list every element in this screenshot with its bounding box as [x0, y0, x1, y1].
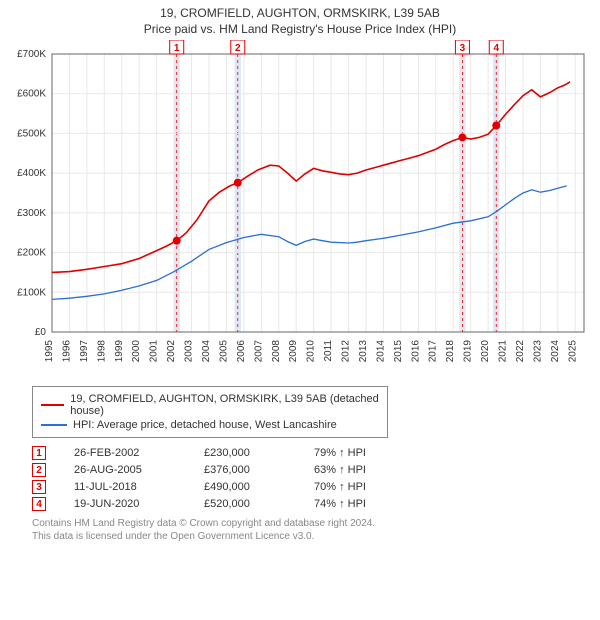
sale-dot	[234, 179, 242, 187]
x-axis-label: 2006	[236, 340, 247, 363]
series-subject	[52, 82, 570, 273]
x-axis-label: 1996	[61, 340, 72, 363]
legend-swatch	[41, 404, 64, 406]
y-axis-label: £700K	[17, 49, 46, 60]
sale-date: 19-JUN-2020	[74, 498, 204, 510]
x-axis-label: 2016	[410, 340, 421, 363]
y-axis-label: £0	[35, 327, 47, 338]
sale-marker-num: 1	[174, 43, 180, 54]
x-axis-label: 2021	[498, 340, 509, 363]
sales-table: 1 26-FEB-2002£230,00079% ↑ HPI 2 26-AUG-200…	[32, 446, 592, 511]
x-axis-label: 1995	[44, 340, 55, 363]
sale-pct: 74% ↑ HPI	[314, 498, 424, 510]
x-axis-label: 2003	[184, 340, 195, 363]
x-axis-label: 1999	[114, 340, 125, 363]
sale-marker-num: 4	[32, 497, 46, 511]
x-axis-label: 2020	[480, 340, 491, 363]
sale-row: 2 26-AUG-2005£376,00063% ↑ HPI	[32, 463, 592, 477]
y-axis-label: £600K	[17, 89, 46, 100]
legend-label: 19, CROMFIELD, AUGHTON, ORMSKIRK, L39 5A…	[70, 393, 379, 417]
sale-price: £230,000	[204, 447, 314, 459]
legend-swatch	[41, 424, 67, 426]
sale-pct: 70% ↑ HPI	[314, 481, 424, 493]
sale-marker-num: 3	[32, 480, 46, 494]
x-axis-label: 2014	[375, 340, 386, 363]
sale-date: 11-JUL-2018	[74, 481, 204, 493]
x-axis-label: 2011	[323, 340, 334, 362]
plot-border	[52, 54, 584, 332]
legend-row: 19, CROMFIELD, AUGHTON, ORMSKIRK, L39 5A…	[41, 393, 379, 417]
sale-date: 26-AUG-2005	[74, 464, 204, 476]
x-axis-label: 2012	[341, 340, 352, 363]
sale-price: £376,000	[204, 464, 314, 476]
footer-line-2: This data is licensed under the Open Gov…	[32, 530, 592, 543]
x-axis-label: 2002	[166, 340, 177, 363]
x-axis-label: 2009	[288, 340, 299, 363]
x-axis-label: 2004	[201, 340, 212, 363]
x-axis-label: 2017	[428, 340, 439, 363]
legend-label: HPI: Average price, detached house, West…	[73, 419, 337, 431]
x-axis-label: 1998	[96, 340, 107, 363]
sale-dot	[173, 237, 181, 245]
sale-marker-num: 4	[493, 43, 499, 54]
sale-dot	[458, 133, 466, 141]
sale-marker-num: 2	[235, 43, 241, 54]
sale-dot	[492, 121, 500, 129]
y-axis-label: £400K	[17, 168, 46, 179]
x-axis-label: 2025	[567, 340, 578, 363]
x-axis-label: 2001	[149, 340, 160, 363]
x-axis-label: 2007	[253, 340, 264, 363]
sale-marker-num: 1	[32, 446, 46, 460]
footer-attribution: Contains HM Land Registry data © Crown c…	[32, 517, 592, 543]
x-axis-label: 2023	[532, 340, 543, 363]
sale-row: 4 19-JUN-2020£520,00074% ↑ HPI	[32, 497, 592, 511]
sale-row: 1 26-FEB-2002£230,00079% ↑ HPI	[32, 446, 592, 460]
sale-price: £490,000	[204, 481, 314, 493]
legend-row: HPI: Average price, detached house, West…	[41, 419, 379, 431]
sale-date: 26-FEB-2002	[74, 447, 204, 459]
title-address: 19, CROMFIELD, AUGHTON, ORMSKIRK, L39 5A…	[8, 6, 592, 20]
x-axis-label: 2010	[306, 340, 317, 363]
legend: 19, CROMFIELD, AUGHTON, ORMSKIRK, L39 5A…	[32, 386, 388, 438]
chart-container: £0 £100K £200K £300K £400K £500K £600K £700K 199…	[8, 40, 592, 380]
x-axis-label: 2022	[515, 340, 526, 363]
sale-marker-num: 2	[32, 463, 46, 477]
x-axis-label: 2005	[218, 340, 229, 363]
x-axis-label: 2019	[463, 340, 474, 363]
title-subtitle: Price paid vs. HM Land Registry's House …	[8, 22, 592, 36]
sale-row: 3 11-JUL-2018£490,00070% ↑ HPI	[32, 480, 592, 494]
footer-line-1: Contains HM Land Registry data © Crown c…	[32, 517, 592, 530]
sale-marker-num: 3	[460, 43, 466, 54]
sale-pct: 79% ↑ HPI	[314, 447, 424, 459]
y-axis-label: £200K	[17, 248, 46, 259]
price-chart: £0 £100K £200K £300K £400K £500K £600K £700K 199…	[8, 40, 592, 380]
y-axis-label: £100K	[17, 287, 46, 298]
sale-pct: 63% ↑ HPI	[314, 464, 424, 476]
x-axis-label: 2024	[550, 340, 561, 363]
x-axis-label: 2015	[393, 340, 404, 363]
x-axis-label: 2000	[131, 340, 142, 363]
x-axis-label: 2008	[271, 340, 282, 363]
series-hpi	[52, 186, 567, 300]
sale-price: £520,000	[204, 498, 314, 510]
y-axis-label: £300K	[17, 208, 46, 219]
x-axis-label: 1997	[79, 340, 90, 363]
y-axis-label: £500K	[17, 128, 46, 139]
x-axis-label: 2018	[445, 340, 456, 363]
x-axis-label: 2013	[358, 340, 369, 363]
